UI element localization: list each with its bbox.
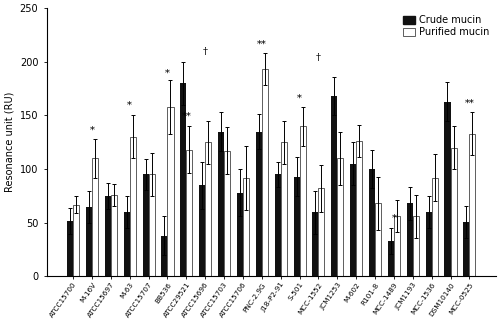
Legend: Crude mucin, Purified mucin: Crude mucin, Purified mucin [401,13,491,39]
Bar [111,195,117,276]
Bar [205,142,212,276]
Bar [300,126,306,276]
Bar [318,188,324,276]
Bar [148,174,154,276]
Bar [375,203,381,276]
Text: †: † [316,53,321,62]
Bar [294,177,300,276]
Bar [470,134,476,276]
Bar [168,107,173,276]
Bar [124,212,130,276]
Bar [338,158,344,276]
Text: **: ** [257,40,266,49]
Bar [369,169,375,276]
Bar [413,216,419,276]
Bar [67,221,73,276]
Bar [243,178,249,276]
Bar [199,185,205,276]
Bar [180,83,186,276]
Bar [426,212,432,276]
Bar [186,150,192,276]
Bar [444,101,450,276]
Bar [262,69,268,276]
Bar [224,151,230,276]
Bar [312,212,318,276]
Bar [73,204,79,276]
Bar [92,158,98,276]
Y-axis label: Resonance unit (RU): Resonance unit (RU) [4,92,14,193]
Text: †: † [202,47,207,57]
Bar [256,131,262,276]
Bar [350,164,356,276]
Text: *: * [392,214,396,223]
Bar [274,174,280,276]
Text: *: * [297,94,302,103]
Bar [464,222,469,276]
Bar [162,236,168,276]
Bar [356,141,362,276]
Bar [280,142,286,276]
Bar [394,216,400,276]
Bar [218,131,224,276]
Bar [86,207,92,276]
Text: **: ** [464,99,474,108]
Text: **: ** [182,112,191,121]
Bar [406,203,413,276]
Bar [130,137,136,276]
Text: *: * [90,126,94,135]
Bar [332,96,338,276]
Bar [432,178,438,276]
Bar [237,193,243,276]
Bar [142,174,148,276]
Bar [388,241,394,276]
Text: *: * [128,101,132,110]
Text: *: * [165,69,170,78]
Bar [105,196,111,276]
Bar [450,148,456,276]
